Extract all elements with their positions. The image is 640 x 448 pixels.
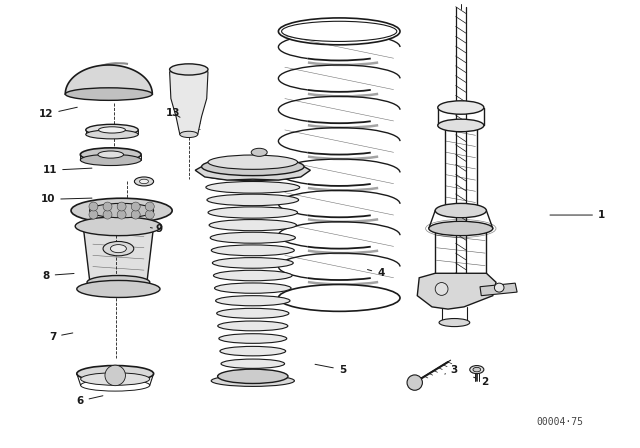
Ellipse shape <box>208 207 298 218</box>
Ellipse shape <box>99 127 125 133</box>
Ellipse shape <box>438 119 484 132</box>
Circle shape <box>145 202 154 211</box>
Ellipse shape <box>98 151 124 158</box>
Polygon shape <box>480 283 517 296</box>
Text: 00004·75: 00004·75 <box>536 417 584 427</box>
Ellipse shape <box>282 21 397 42</box>
Circle shape <box>103 210 112 219</box>
Circle shape <box>131 202 140 211</box>
Ellipse shape <box>208 155 298 169</box>
Ellipse shape <box>210 232 296 243</box>
Polygon shape <box>170 72 208 134</box>
Ellipse shape <box>81 148 141 161</box>
Ellipse shape <box>81 154 141 166</box>
Circle shape <box>89 210 98 219</box>
Text: 10: 10 <box>41 194 92 204</box>
Polygon shape <box>65 65 152 94</box>
Ellipse shape <box>180 131 198 138</box>
Ellipse shape <box>214 283 291 293</box>
Circle shape <box>145 210 154 219</box>
Ellipse shape <box>71 198 172 223</box>
Ellipse shape <box>86 130 138 139</box>
Ellipse shape <box>212 258 293 268</box>
Ellipse shape <box>202 158 304 176</box>
Text: 8: 8 <box>42 271 74 280</box>
Ellipse shape <box>170 64 208 75</box>
Ellipse shape <box>216 296 290 306</box>
Ellipse shape <box>221 359 285 368</box>
Ellipse shape <box>65 88 152 100</box>
Ellipse shape <box>220 346 285 356</box>
Text: 9: 9 <box>150 224 163 234</box>
Circle shape <box>117 202 126 211</box>
Ellipse shape <box>205 169 301 181</box>
Polygon shape <box>83 226 154 289</box>
Ellipse shape <box>278 18 400 45</box>
Circle shape <box>105 365 125 386</box>
Text: 6: 6 <box>76 396 103 406</box>
Circle shape <box>131 210 140 219</box>
Polygon shape <box>417 273 496 309</box>
Text: 7: 7 <box>49 332 73 342</box>
Ellipse shape <box>211 375 294 386</box>
Ellipse shape <box>207 194 299 206</box>
Ellipse shape <box>218 321 288 331</box>
Ellipse shape <box>87 276 150 289</box>
Ellipse shape <box>214 270 292 281</box>
Ellipse shape <box>218 369 288 383</box>
Ellipse shape <box>473 367 481 372</box>
Text: 1: 1 <box>550 210 605 220</box>
Text: 13: 13 <box>166 108 180 118</box>
Ellipse shape <box>438 101 484 114</box>
Circle shape <box>435 283 448 295</box>
Ellipse shape <box>134 177 154 186</box>
Ellipse shape <box>435 203 486 218</box>
Ellipse shape <box>77 366 154 382</box>
Text: 11: 11 <box>43 165 92 175</box>
Circle shape <box>89 202 98 211</box>
Ellipse shape <box>90 203 154 218</box>
Ellipse shape <box>217 308 289 319</box>
Ellipse shape <box>86 125 138 136</box>
Polygon shape <box>195 167 310 180</box>
Ellipse shape <box>76 217 162 236</box>
Text: 5: 5 <box>315 364 346 375</box>
Ellipse shape <box>219 334 287 343</box>
Ellipse shape <box>140 179 148 184</box>
Ellipse shape <box>429 221 493 236</box>
Ellipse shape <box>110 245 127 253</box>
Circle shape <box>103 202 112 211</box>
Circle shape <box>407 375 422 390</box>
Text: 3: 3 <box>445 365 458 375</box>
Ellipse shape <box>206 181 300 193</box>
Ellipse shape <box>252 148 268 156</box>
Ellipse shape <box>103 241 134 256</box>
Ellipse shape <box>209 220 296 231</box>
Ellipse shape <box>81 373 150 385</box>
Ellipse shape <box>439 319 470 327</box>
Text: 2: 2 <box>474 377 489 387</box>
Circle shape <box>117 210 126 219</box>
Ellipse shape <box>211 245 294 256</box>
Ellipse shape <box>278 284 400 311</box>
Ellipse shape <box>470 366 484 374</box>
Text: 12: 12 <box>39 107 77 119</box>
Ellipse shape <box>77 280 160 297</box>
Text: 4: 4 <box>367 268 385 278</box>
Ellipse shape <box>495 283 504 292</box>
